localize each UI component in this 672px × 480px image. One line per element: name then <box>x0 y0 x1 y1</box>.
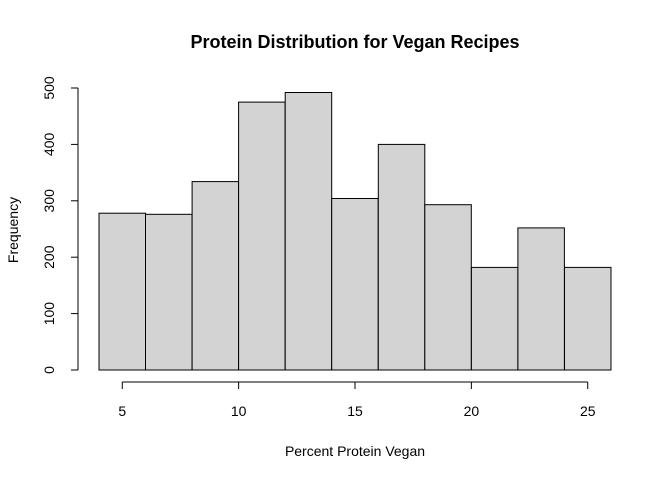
histogram-bar-4 <box>238 101 286 371</box>
histogram-bar-1 <box>98 212 146 371</box>
x-tick-label: 25 <box>580 403 596 419</box>
x-tick-label: 15 <box>347 403 363 419</box>
histogram-bar-8 <box>424 204 472 371</box>
x-axis: 5 10 15 20 25 <box>118 381 596 419</box>
y-axis-label: Frequency <box>5 197 21 263</box>
histogram-bar-6 <box>331 198 379 371</box>
histogram-bars <box>98 92 612 371</box>
y-axis: 0 100 200 300 400 500 <box>41 76 79 374</box>
histogram-bar-9 <box>470 266 519 371</box>
y-tick-label: 0 <box>41 366 57 374</box>
histogram-bar-11 <box>564 266 612 371</box>
chart-title: Protein Distribution for Vegan Recipes <box>190 32 519 52</box>
x-axis-label: Percent Protein Vegan <box>285 443 425 459</box>
histogram-bar-7 <box>377 143 426 371</box>
x-tick-label: 10 <box>231 403 247 419</box>
histogram-bar-2 <box>145 213 193 371</box>
y-tick-label: 500 <box>41 76 57 100</box>
histogram-bar-3 <box>191 181 240 371</box>
histogram-bar-10 <box>517 227 565 371</box>
y-tick-label: 300 <box>41 189 57 213</box>
y-tick-label: 200 <box>41 245 57 269</box>
x-tick-label: 5 <box>118 403 126 419</box>
y-tick-label: 400 <box>41 133 57 157</box>
y-tick-label: 100 <box>41 302 57 326</box>
histogram-bar-5 <box>284 92 333 371</box>
x-tick-label: 20 <box>464 403 480 419</box>
